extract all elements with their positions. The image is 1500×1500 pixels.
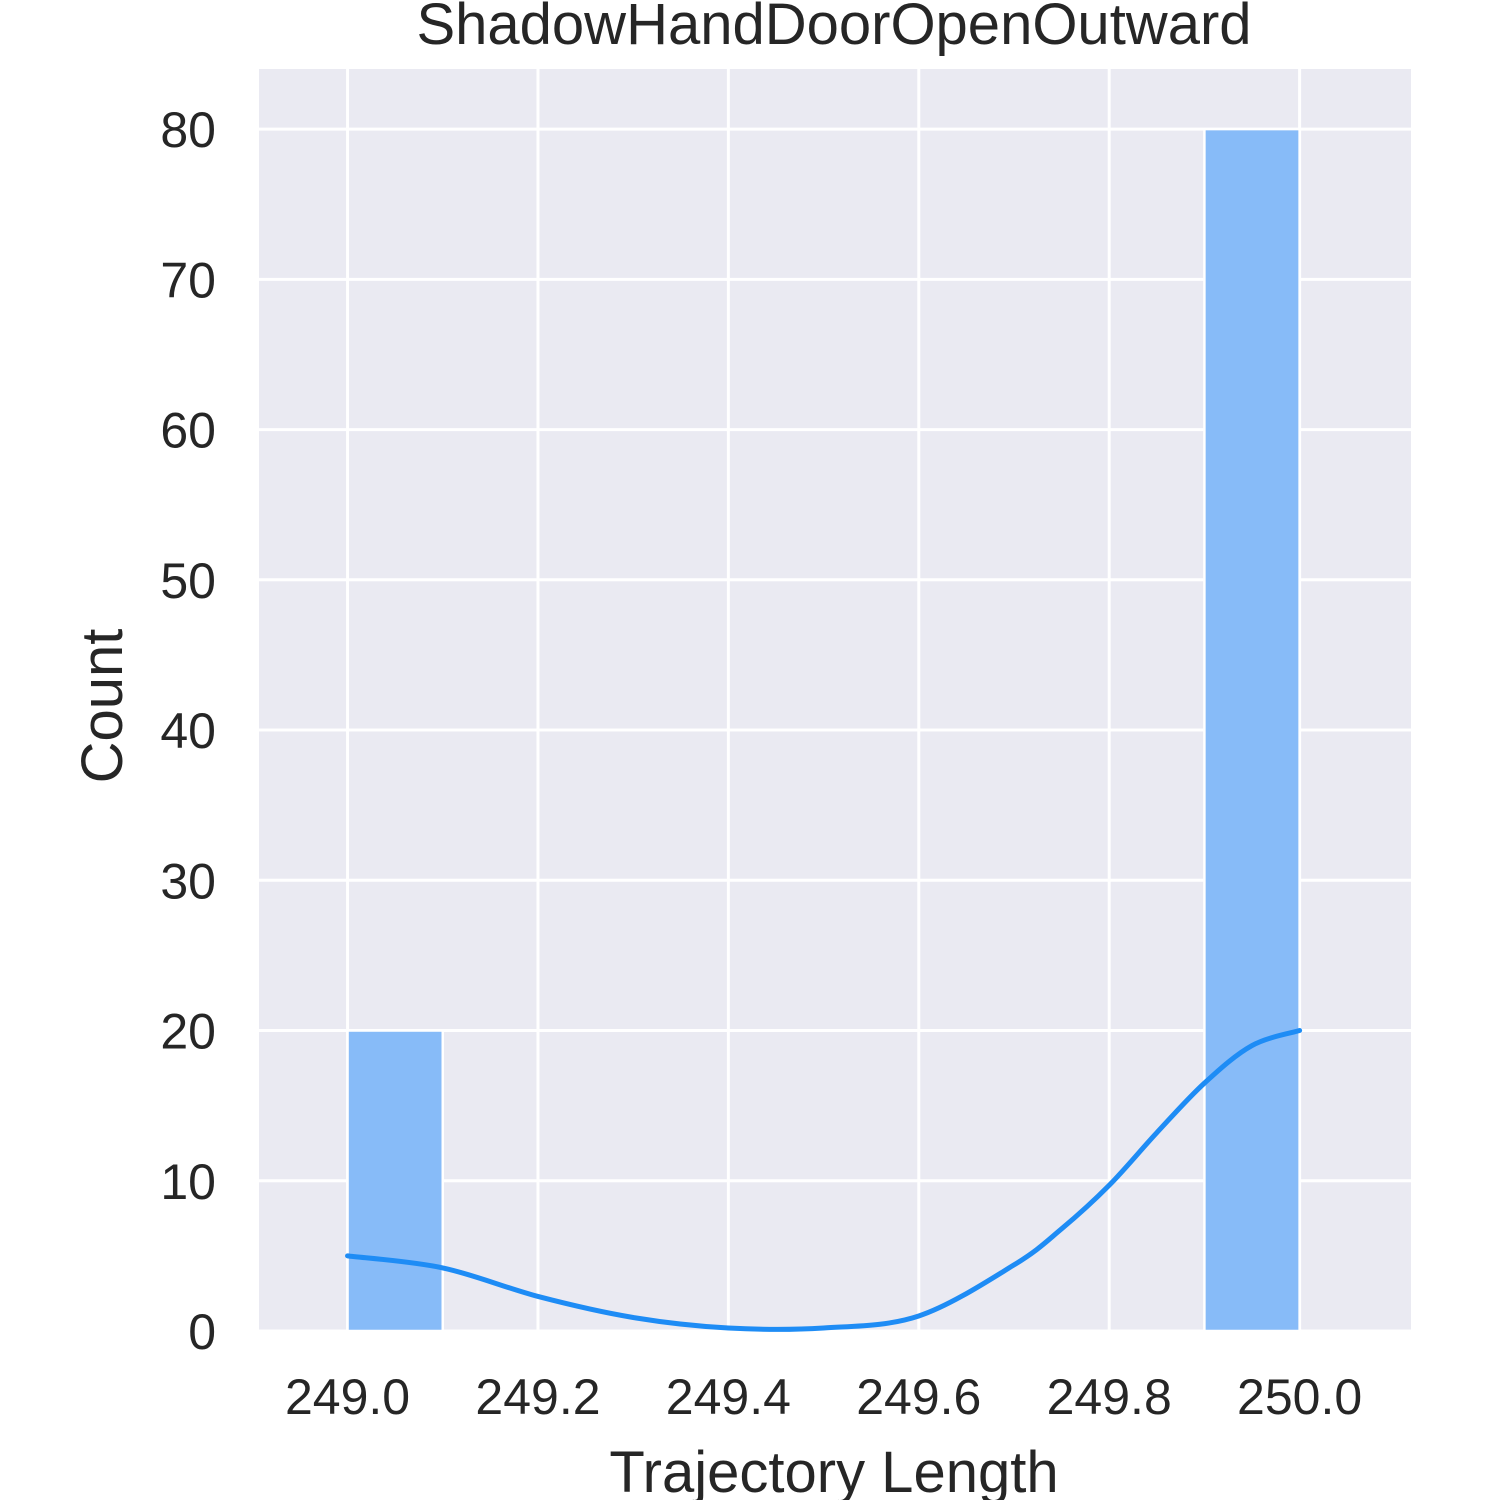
x-tick-label: 249.0 [285,1369,410,1425]
y-tick-label: 80 [160,102,216,158]
x-tick-label: 249.4 [666,1369,791,1425]
x-tick-label: 249.2 [475,1369,600,1425]
y-tick-label: 10 [160,1154,216,1210]
chart-title: ShadowHandDoorOpenOutward [416,0,1251,57]
y-tick-label: 50 [160,553,216,609]
y-axis-title: Count [70,629,135,784]
x-tick-label: 249.8 [1047,1369,1172,1425]
y-tick-label: 0 [188,1304,216,1360]
x-axis-title: Trajectory Length [609,1440,1058,1500]
y-tick-label: 30 [160,853,216,909]
x-tick-label: 250.0 [1237,1369,1362,1425]
histogram-bar [1203,127,1301,1333]
plot-area [259,69,1411,1333]
y-axis-ticks: 0 10 20 30 40 50 60 70 80 [160,102,216,1360]
y-tick-label: 20 [160,1004,216,1060]
kde-line [345,1028,1303,1332]
y-tick-label: 70 [160,252,216,308]
y-tick-label: 40 [160,703,216,759]
x-tick-label: 249.6 [856,1369,981,1425]
x-axis-ticks: 249.0 249.2 249.4 249.6 249.8 250.0 [285,1369,1362,1425]
histogram-bar [346,1029,444,1333]
y-tick-label: 60 [160,403,216,459]
